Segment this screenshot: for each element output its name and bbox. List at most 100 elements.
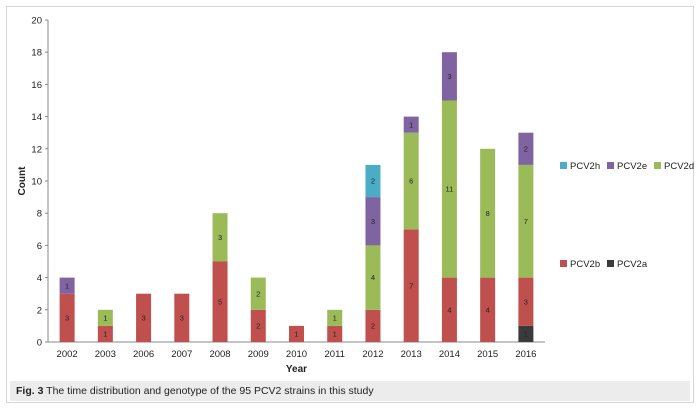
y-axis-title: Count <box>17 166 28 196</box>
figure-caption: Fig. 3 The time distribution and genotyp… <box>10 381 690 401</box>
data-label: 4 <box>371 273 375 282</box>
figure-label: Fig. 3 <box>16 385 44 397</box>
bar-segment-pcv2e <box>59 277 75 294</box>
bar-segment-pcv2b <box>59 293 75 342</box>
data-label: 7 <box>524 217 528 226</box>
legend-label-pcv2h: PCV2h <box>570 161 600 172</box>
bar-segment-pcv2b <box>212 261 228 342</box>
y-tick-label: 12 <box>31 144 42 155</box>
y-tick-label: 0 <box>37 338 42 349</box>
data-label: 3 <box>218 233 222 242</box>
legend-swatch-pcv2h <box>560 162 567 169</box>
data-label: 4 <box>447 305 451 314</box>
data-label: 3 <box>371 217 375 226</box>
legend-swatch-pcv2a <box>607 260 614 267</box>
legend-label-pcv2b: PCV2b <box>570 259 600 270</box>
bar-segment-pcv2e <box>518 132 534 165</box>
bar-segment-pcv2d <box>441 100 457 278</box>
legend-swatch-pcv2b <box>560 260 567 267</box>
bar-segment-pcv2d <box>403 132 419 230</box>
data-label: 1 <box>333 330 337 339</box>
data-label: 5 <box>218 297 222 306</box>
y-tick-label: 4 <box>37 273 42 284</box>
bar-segment-pcv2b <box>289 325 304 342</box>
x-tick-label: 2013 <box>401 349 422 360</box>
x-tick-label: 2015 <box>477 349 498 360</box>
bar-segment-pcv2b <box>174 293 190 342</box>
x-tick-label: 2016 <box>515 349 536 360</box>
y-axis: 0 2 4 6 8 10 12 14 16 18 20 <box>31 16 49 349</box>
data-label: 7 <box>409 281 413 290</box>
legend-label-pcv2e: PCV2e <box>617 161 647 172</box>
bar-segment-pcv2b <box>403 229 419 342</box>
x-tick-label: 2011 <box>325 349 345 360</box>
x-tick-label: 2012 <box>362 349 383 360</box>
legend-swatch-pcv2d <box>654 162 661 169</box>
data-label: 3 <box>447 72 451 81</box>
bar-segment-pcv2e <box>403 116 419 133</box>
data-label: 1 <box>409 120 413 129</box>
x-tick-label: 2010 <box>286 349 307 360</box>
legend: PCV2h PCV2e PCV2d PCV2b PCV2a <box>560 161 694 270</box>
bar-segment-pcv2b <box>97 325 113 342</box>
y-tick-label: 16 <box>31 80 42 91</box>
x-axis-title: Year <box>286 364 307 375</box>
data-label: 2 <box>524 144 528 153</box>
bar-segment-pcv2b <box>441 277 457 342</box>
x-tick-label: 2002 <box>57 349 78 360</box>
caption-text: The time distribution and genotype of th… <box>43 385 374 397</box>
legend-swatch-pcv2e <box>607 162 614 169</box>
bar-segment-pcv2d <box>97 309 113 326</box>
x-tick-label: 2006 <box>133 349 154 360</box>
bar-segment-pcv2e <box>365 197 381 246</box>
bar-segment-pcv2b <box>136 293 152 342</box>
y-tick-label: 14 <box>31 112 42 123</box>
x-tick-label: 2007 <box>171 349 192 360</box>
data-label: 3 <box>524 297 528 306</box>
legend-label-pcv2d: PCV2d <box>664 161 694 172</box>
bar-segment-pcv2b <box>250 309 266 342</box>
y-tick-label: 10 <box>31 177 42 188</box>
data-label: 1 <box>524 330 528 339</box>
data-label: 1 <box>103 313 107 322</box>
y-tick-label: 18 <box>31 48 42 59</box>
data-label: 2 <box>371 177 375 186</box>
x-tick-label: 2008 <box>209 349 230 360</box>
y-tick-label: 20 <box>31 16 42 27</box>
x-tick-label: 2003 <box>95 349 116 360</box>
bar-segment-pcv2d <box>480 148 496 278</box>
data-label: 3 <box>180 313 184 322</box>
bar-segment-pcv2d <box>365 245 381 310</box>
bar-segment-pcv2b <box>518 277 534 326</box>
data-label: 3 <box>141 313 145 322</box>
data-label: 2 <box>256 322 260 331</box>
data-label: 3 <box>65 313 69 322</box>
data-label: 1 <box>294 330 298 339</box>
bar-segment-pcv2d <box>327 309 343 326</box>
x-tick-label: 2009 <box>248 349 269 360</box>
data-label: 4 <box>486 305 490 314</box>
data-label: 8 <box>486 209 490 218</box>
bar-segment-pcv2d <box>518 164 534 278</box>
data-label: 11 <box>446 185 454 194</box>
y-tick-label: 2 <box>37 305 42 316</box>
y-tick-label: 8 <box>37 209 42 220</box>
data-label: 1 <box>103 330 107 339</box>
bar-segment-pcv2d <box>212 213 228 262</box>
bar-segment-pcv2h <box>365 164 381 198</box>
data-label: 2 <box>256 289 260 298</box>
bar-segment-pcv2a <box>518 325 534 342</box>
x-tick-label: 2014 <box>439 349 460 360</box>
data-label: 6 <box>409 177 413 186</box>
bar-segment-pcv2e <box>441 52 457 101</box>
data-label: 1 <box>65 281 69 290</box>
bar-segment-pcv2d <box>250 277 266 310</box>
legend-label-pcv2a: PCV2a <box>617 259 648 270</box>
bar-segment-pcv2b <box>480 277 496 342</box>
x-axis: 2002 2003 2006 2007 2008 2009 2010 2011 2012 2013… <box>48 341 545 360</box>
bar-segment-pcv2b <box>365 309 381 342</box>
bar-segment-pcv2b <box>327 325 343 342</box>
chart-frame <box>6 6 694 403</box>
